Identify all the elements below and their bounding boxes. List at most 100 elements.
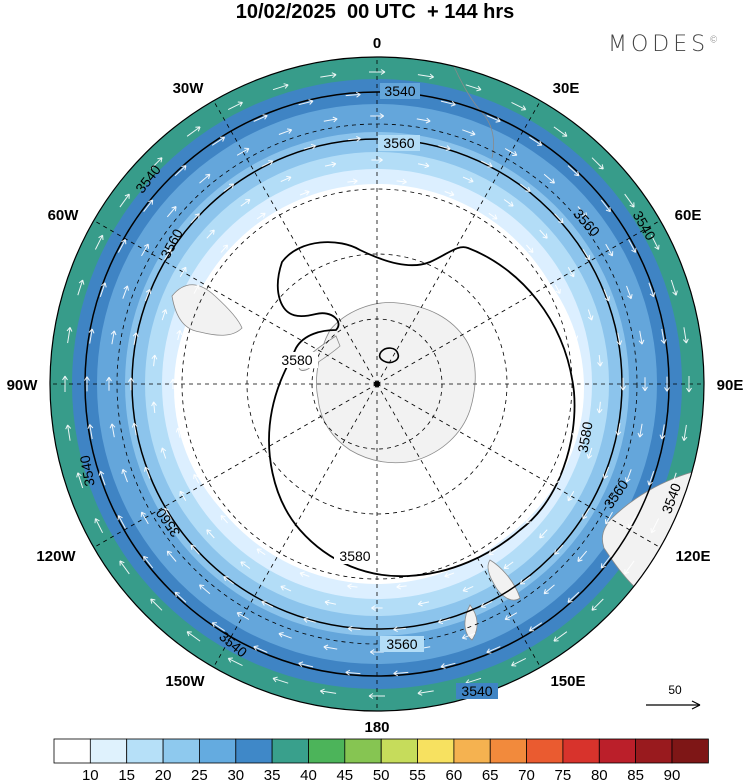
wind-arrow	[175, 427, 182, 438]
wind-arrow	[438, 618, 451, 625]
wind-arrow	[348, 135, 361, 142]
colorbar-label: 80	[591, 767, 608, 782]
brand-logo: MODES©	[608, 32, 718, 57]
wind-arrow	[320, 72, 337, 79]
africa-coast	[451, 61, 494, 159]
wind-arrow	[488, 548, 498, 556]
wind-arrow	[278, 128, 293, 135]
wind-arrow	[240, 561, 251, 569]
wind-arrow	[577, 550, 588, 562]
wind-arrow	[110, 330, 117, 345]
colorbar-label: 85	[627, 767, 644, 782]
wind-arrow	[638, 330, 645, 345]
wind-arrow	[150, 598, 163, 611]
wind-arrow	[596, 401, 603, 414]
meridian	[376, 383, 541, 668]
wind-arrow	[299, 571, 310, 578]
wind-arrow	[577, 206, 588, 218]
contour-label: 3580	[281, 352, 312, 368]
wind-arrow	[504, 612, 518, 621]
wind-arrow	[519, 576, 531, 585]
longitude-label: 150E	[550, 673, 585, 690]
colorbar-swatch	[198, 738, 237, 764]
wind-arrow	[664, 376, 670, 392]
colorbar-label: 45	[336, 767, 353, 782]
wind-arrow	[186, 126, 201, 137]
wind-arrow	[480, 600, 493, 608]
wind-arrow	[227, 657, 243, 667]
south-pole-marker	[374, 381, 380, 387]
wind-arrow	[605, 243, 614, 257]
wind-arrow	[166, 550, 177, 562]
wind-arrow	[141, 243, 149, 257]
wind-arrow	[278, 632, 292, 639]
longitude-label: 90W	[7, 377, 39, 394]
wind-arrow	[253, 114, 268, 122]
wind-arrow	[190, 213, 200, 224]
wind-arrow	[582, 248, 590, 261]
colorbar-label: 55	[409, 767, 426, 782]
wind-arrow	[77, 279, 85, 296]
wind-arrow	[539, 529, 548, 539]
contour-label: 3580	[574, 420, 595, 454]
wind-arrow	[345, 669, 361, 676]
wind-arrow	[520, 183, 531, 192]
wind-arrow	[117, 239, 127, 253]
wind-arrow	[511, 657, 527, 667]
wind-arrow	[650, 234, 660, 250]
colorbar-swatch	[271, 738, 309, 764]
longitude-label: 30W	[173, 80, 205, 97]
wind-arrow	[526, 244, 534, 253]
wind-arrow	[347, 583, 358, 590]
contour-3540-outer	[84, 91, 670, 677]
wind-arrow	[164, 507, 172, 520]
wind-arrow	[567, 165, 580, 177]
wind-arrow	[272, 83, 289, 91]
wind-arrow	[539, 229, 548, 239]
wind-arrow	[94, 234, 104, 250]
wind-arrow	[465, 84, 482, 92]
contour-label: 3540	[461, 683, 492, 699]
wind-arrow	[682, 327, 689, 344]
wind-arrow	[206, 529, 215, 539]
wind-arrow	[368, 693, 385, 699]
colorbar-label: 30	[227, 767, 244, 782]
colorbar	[53, 738, 709, 764]
wind-arrow	[553, 126, 568, 137]
wind-arrow	[132, 332, 139, 345]
wind-arrow	[642, 377, 648, 392]
colorbar-swatch	[53, 738, 91, 764]
wind-arrow	[615, 423, 622, 436]
wind-arrow	[193, 284, 200, 294]
wind-arrow	[186, 631, 201, 642]
wind-arrow	[417, 73, 435, 80]
wind-arrow	[84, 376, 90, 392]
wind-arrow	[88, 328, 95, 344]
wind-arrow	[503, 199, 514, 207]
longitude-labels: 0 30E 60E 90E 120E 150E 180 150W 120W 90…	[7, 35, 744, 736]
wind-arrow	[347, 178, 358, 185]
wind-arrow	[605, 511, 613, 525]
wind-arrow	[627, 515, 637, 529]
wind-arrow	[486, 646, 501, 654]
colorbar-swatch	[89, 738, 128, 764]
wind-arrow	[488, 212, 498, 220]
contour-label: 3560	[386, 636, 417, 652]
wind-arrow	[143, 199, 154, 213]
wind-arrow	[236, 612, 250, 620]
wind-arrow	[529, 136, 543, 146]
wind-arrow	[624, 560, 635, 575]
longitude-label: 120E	[675, 548, 710, 565]
wind-arrow	[66, 326, 73, 344]
wind-arrow	[87, 424, 94, 440]
wind-arrow	[417, 689, 434, 696]
wind-arrow	[161, 309, 168, 321]
wind-arrow	[227, 101, 243, 111]
wind-arrow	[624, 193, 635, 208]
wind-arrow	[625, 469, 632, 483]
colorbar-swatch	[526, 738, 564, 764]
wind-arrow	[150, 157, 163, 170]
wind-arrow	[94, 518, 104, 534]
wind-arrow	[444, 190, 455, 197]
longitude-label: 180	[364, 719, 389, 736]
